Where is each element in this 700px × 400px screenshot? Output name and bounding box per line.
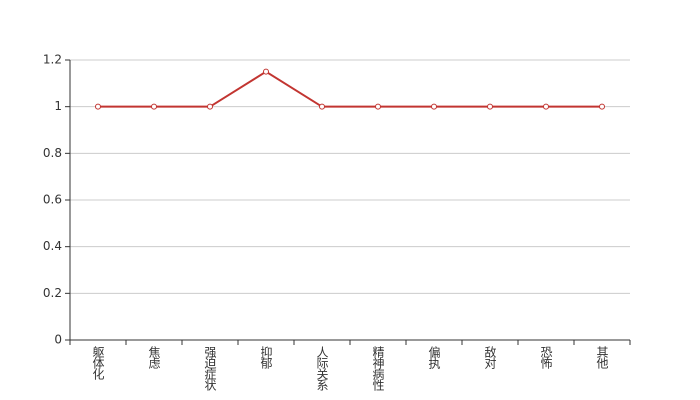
point <box>207 103 213 110</box>
line <box>98 70 602 108</box>
x-tick-label: 偏执 <box>427 345 441 370</box>
point <box>319 103 325 110</box>
x-tick-label: 抑郁 <box>259 345 273 370</box>
x-tick-label: 恐怖 <box>539 346 553 369</box>
y-tick-label: 1.2 <box>43 53 62 67</box>
x-tick-label: 焦虑 <box>147 346 161 369</box>
point <box>543 103 549 110</box>
x-tick-label: 其他 <box>595 346 609 369</box>
y-tick-label: 0.4 <box>43 239 62 253</box>
x-tick-label: 躯体化 <box>91 345 105 381</box>
point <box>431 103 437 110</box>
x-tick-label: 强迫症状 <box>203 346 217 391</box>
point <box>151 103 157 110</box>
point <box>95 103 101 110</box>
y-tick-label: 0.2 <box>43 286 62 300</box>
point <box>599 103 605 110</box>
x-tick-label: 敌对 <box>483 345 497 369</box>
x-tick-label: 精神病性 <box>371 346 385 392</box>
point <box>263 68 269 75</box>
y-tick-label: 0.6 <box>43 193 62 207</box>
y-tick-label: 1 <box>54 99 62 113</box>
y-tick-label: 0 <box>54 333 62 347</box>
y-tick-label: 0.8 <box>43 146 62 160</box>
point <box>487 103 493 110</box>
point <box>375 103 381 110</box>
x-tick-label: 人际关系 <box>315 346 329 391</box>
